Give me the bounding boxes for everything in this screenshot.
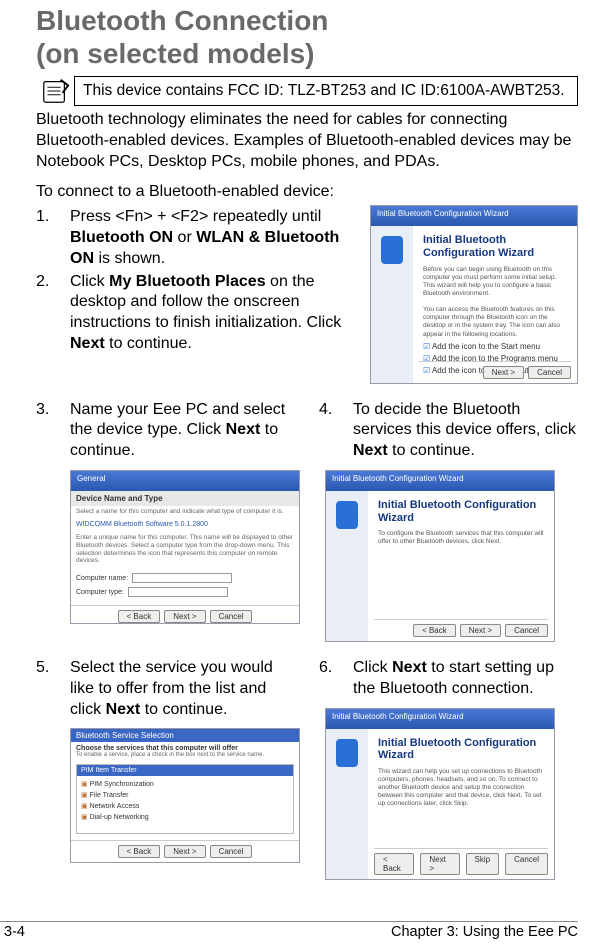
cancel-button[interactable]: Cancel	[505, 853, 548, 875]
step-body: To decide the Bluetooth services this de…	[353, 400, 578, 462]
step-number: 3.	[36, 400, 70, 462]
title-line-2: (on selected models)	[36, 38, 315, 69]
note-text: This device contains FCC ID: TLZ-BT253 a…	[74, 76, 578, 106]
step-2: 2. Click My Bluetooth Places on the desk…	[36, 272, 362, 355]
step-6: 6. Click Next to start setting up the Bl…	[319, 658, 578, 700]
wizard-text: Before you can begin using Bluetooth on …	[423, 266, 567, 339]
wizard-panel-title: Initial Bluetooth Configuration Wizard	[378, 737, 544, 762]
intro-text: Bluetooth technology eliminates the need…	[36, 110, 578, 172]
window-titlebar: Initial Bluetooth Configuration Wizard	[326, 471, 554, 491]
service-item[interactable]: File Transfer	[81, 791, 289, 799]
page-footer: 3-4 Chapter 3: Using the Eee PC	[0, 921, 578, 940]
step-number: 5.	[36, 658, 70, 720]
dialog-subtext: To enable a service, place a check in th…	[71, 752, 299, 761]
next-button[interactable]: Next >	[164, 610, 205, 623]
subhead: To connect to a Bluetooth-enabled device…	[36, 182, 578, 203]
screenshot-service-selection: Bluetooth Service Selection Choose the s…	[70, 728, 300, 863]
screenshot-initial-wizard-1: Initial Bluetooth Configuration Wizard I…	[370, 205, 578, 383]
screenshot-setup-connection: Initial Bluetooth Configuration Wizard I…	[325, 708, 555, 880]
step-1: 1. Press <Fn> + <F2> repeatedly until Bl…	[36, 207, 362, 269]
step-body: Name your Eee PC and select the device t…	[70, 400, 299, 462]
computer-name-field[interactable]	[132, 573, 232, 583]
window-titlebar: Bluetooth Service Selection	[71, 729, 299, 742]
bt-sw-version: WIDCOMM Bluetooth Software 5.0.1.2800	[71, 521, 299, 532]
step-body: Click My Bluetooth Places on the desktop…	[70, 272, 362, 355]
label-computer-name: Computer name:	[76, 575, 128, 582]
back-button[interactable]: < Back	[413, 624, 456, 637]
step-number: 4.	[319, 400, 353, 462]
screenshot-device-name: General Device Name and Type Select a na…	[70, 470, 300, 624]
next-button[interactable]: Next >	[460, 624, 501, 637]
page-title: Bluetooth Connection (on selected models…	[36, 4, 578, 70]
wizard-panel-title: Initial Bluetooth Configuration Wizard	[378, 499, 544, 524]
next-button[interactable]: Next >	[420, 853, 459, 875]
computer-type-field[interactable]	[128, 587, 228, 597]
wizard-side-icon	[326, 491, 368, 641]
step-5: 5. Select the service you would like to …	[36, 658, 299, 720]
page: Bluetooth Connection (on selected models…	[0, 0, 590, 946]
page-number: 3-4	[0, 924, 25, 940]
back-button[interactable]: < Back	[374, 853, 414, 875]
service-list-header: PIM Item Transfer	[77, 765, 293, 776]
step-body: Click Next to start setting up the Bluet…	[353, 658, 578, 700]
label-computer-type: Computer type:	[76, 589, 124, 596]
window-titlebar: Initial Bluetooth Configuration Wizard	[371, 206, 577, 226]
step-3: 3. Name your Eee PC and select the devic…	[36, 400, 299, 462]
step-4: 4. To decide the Bluetooth services this…	[319, 400, 578, 462]
note-row: This device contains FCC ID: TLZ-BT253 a…	[36, 76, 578, 106]
next-button[interactable]: Next >	[164, 845, 205, 858]
wizard-panel-title: Initial Bluetooth Configuration Wizard	[423, 234, 567, 259]
title-line-1: Bluetooth Connection	[36, 5, 328, 36]
cancel-button[interactable]: Cancel	[210, 610, 253, 623]
service-item[interactable]: PIM Synchronization	[81, 780, 289, 788]
chapter-label: Chapter 3: Using the Eee PC	[391, 924, 578, 940]
wizard-checkbox: Add the icon to the Start menu	[423, 342, 567, 351]
dialog-subtext: Select a name for this computer and indi…	[71, 506, 299, 521]
step-number: 2.	[36, 272, 70, 355]
back-button[interactable]: < Back	[118, 610, 161, 623]
dialog-hdr: Choose the services that this computer w…	[71, 742, 299, 752]
step-number: 1.	[36, 207, 70, 269]
step-body: Press <Fn> + <F2> repeatedly until Bluet…	[70, 207, 362, 269]
wizard-text: To configure the Bluetooth services that…	[378, 530, 544, 546]
row-steps-5-6: 5. Select the service you would like to …	[36, 656, 578, 880]
row-steps-3-4: 3. Name your Eee PC and select the devic…	[36, 398, 578, 642]
dialog-info: Enter a unique name for this computer. T…	[71, 532, 299, 571]
window-titlebar: Initial Bluetooth Configuration Wizard	[326, 709, 554, 729]
wizard-side-icon	[371, 226, 413, 382]
cancel-button[interactable]: Cancel	[528, 366, 571, 379]
next-button[interactable]: Next >	[483, 366, 524, 379]
service-item[interactable]: Dial-up Networking	[81, 813, 289, 821]
skip-button[interactable]: Skip	[466, 853, 500, 875]
service-list: PIM Item Transfer PIM Synchronization Fi…	[76, 764, 294, 834]
back-button[interactable]: < Back	[118, 845, 161, 858]
service-item[interactable]: Network Access	[81, 802, 289, 810]
wizard-side-icon	[326, 729, 368, 879]
note-icon	[36, 76, 74, 106]
screenshot-services-wizard: Initial Bluetooth Configuration Wizard I…	[325, 470, 555, 642]
step-body: Select the service you would like to off…	[70, 658, 299, 720]
dialog-hdr: Device Name and Type	[71, 491, 299, 506]
wizard-text: This wizard can help you set up connecti…	[378, 768, 544, 809]
cancel-button[interactable]: Cancel	[210, 845, 253, 858]
step-number: 6.	[319, 658, 353, 700]
steps-1-2-block: 1. Press <Fn> + <F2> repeatedly until Bl…	[36, 205, 578, 383]
cancel-button[interactable]: Cancel	[505, 624, 548, 637]
window-titlebar: General	[71, 471, 299, 491]
